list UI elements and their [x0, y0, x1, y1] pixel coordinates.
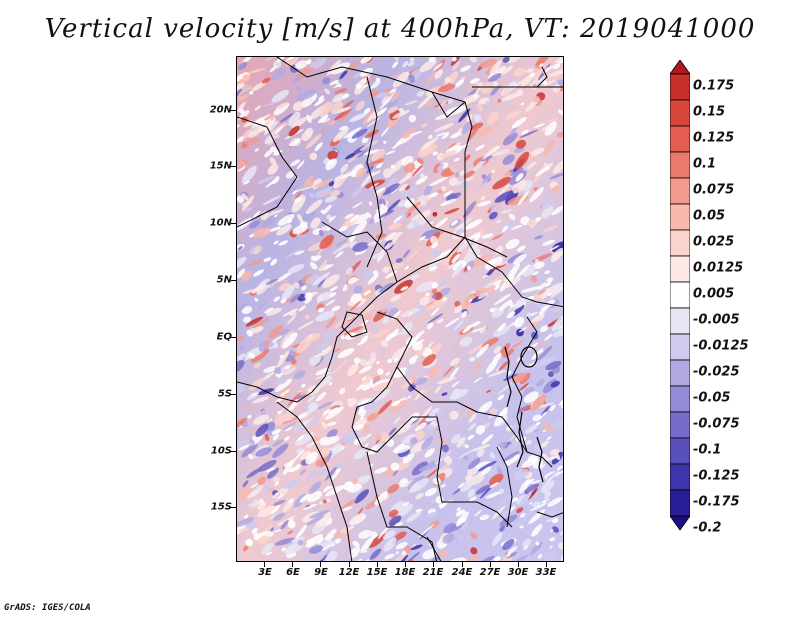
- lat-label-eq: EQ: [216, 331, 232, 343]
- lon-label-6e: 6E: [286, 567, 300, 578]
- colorbar-box: [670, 73, 690, 101]
- lat-tick: [231, 280, 236, 281]
- lon-label-21e: 21E: [422, 567, 444, 578]
- lat-tick: [231, 337, 236, 338]
- lon-tick: [518, 562, 519, 567]
- colorbar-box: [670, 203, 690, 231]
- map-title: Vertical velocity [m/s] at 400hPa, VT: 2…: [44, 14, 756, 44]
- lat-tick: [231, 394, 236, 395]
- colorbar-label: -0.175: [693, 494, 740, 510]
- lon-tick: [462, 562, 463, 567]
- colorbar-box: [670, 489, 690, 517]
- lat-tick: [231, 507, 236, 508]
- colorbar-label: -0.1: [693, 442, 722, 458]
- lat-tick: [231, 451, 236, 452]
- colorbar-box: [670, 307, 690, 335]
- lat-tick: [231, 166, 236, 167]
- colorbar-box: [670, 99, 690, 127]
- colorbar-box: [670, 281, 690, 309]
- colorbar-box: [670, 463, 690, 491]
- lat-label-10n: 10N: [209, 217, 232, 229]
- lon-label-9e: 9E: [314, 567, 328, 578]
- colorbar-box: [670, 125, 690, 153]
- lat-label-15n: 15N: [209, 160, 232, 172]
- colorbar-box: [670, 385, 690, 413]
- colorbar-label: 0.1: [693, 156, 717, 172]
- lat-label-15s: 15S: [210, 501, 232, 513]
- lon-label-12e: 12E: [338, 567, 360, 578]
- lon-tick: [320, 562, 321, 567]
- colorbar-box: [670, 437, 690, 465]
- lat-label-20n: 20N: [209, 104, 232, 116]
- colorbar-box: [670, 333, 690, 361]
- lon-label-30e: 30E: [507, 567, 529, 578]
- colorbar-upper-arrow: [670, 60, 690, 75]
- colorbar-label: -0.075: [693, 416, 740, 432]
- lon-tick: [546, 562, 547, 567]
- colorbar-label: 0.005: [693, 286, 735, 302]
- colorbar-label: 0.025: [693, 234, 735, 250]
- colorbar-box: [670, 359, 690, 387]
- colorbar-box: [670, 255, 690, 283]
- colorbar-label: 0.075: [693, 182, 735, 198]
- colorbar: [670, 60, 690, 531]
- lake-outlines: [504, 346, 544, 483]
- lon-label-24e: 24E: [451, 567, 473, 578]
- colorbar-label: 0.175: [693, 78, 735, 94]
- colorbar-label: -0.125: [693, 468, 740, 484]
- lon-tick: [433, 562, 434, 567]
- country-borders: [237, 57, 563, 561]
- lat-tick: [231, 110, 236, 111]
- colorbar-label: -0.025: [693, 364, 740, 380]
- colorbar-label: 0.125: [693, 130, 735, 146]
- colorbar-lower-arrow: [670, 515, 690, 531]
- lon-tick: [490, 562, 491, 567]
- map-panel: [236, 56, 564, 562]
- lat-tick: [231, 223, 236, 224]
- lat-label-10s: 10S: [210, 445, 232, 457]
- lat-label-5n: 5N: [216, 274, 232, 286]
- colorbar-label: 0.15: [693, 104, 726, 120]
- colorbar-box: [670, 177, 690, 205]
- vertical-velocity-field: [237, 57, 563, 561]
- colorbar-label: -0.0125: [693, 338, 749, 354]
- lon-label-27e: 27E: [479, 567, 501, 578]
- colorbar-label: -0.005: [693, 312, 740, 328]
- colorbar-box: [670, 229, 690, 257]
- grads-credit: GrADS: IGES/COLA: [4, 603, 91, 613]
- lon-label-15e: 15E: [366, 567, 388, 578]
- colorbar-label: -0.05: [693, 390, 731, 406]
- lat-label-5s: 5S: [217, 388, 232, 400]
- lon-tick: [377, 562, 378, 567]
- colorbar-label: -0.2: [693, 520, 722, 536]
- colorbar-label: 0.05: [693, 208, 726, 224]
- lon-label-33e: 33E: [535, 567, 557, 578]
- lon-label-18e: 18E: [394, 567, 416, 578]
- lon-tick: [349, 562, 350, 567]
- lon-tick: [405, 562, 406, 567]
- colorbar-box: [670, 151, 690, 179]
- lon-tick: [292, 562, 293, 567]
- lon-tick: [264, 562, 265, 567]
- velocity-patches: [237, 57, 563, 561]
- colorbar-box: [670, 411, 690, 439]
- colorbar-label: 0.0125: [693, 260, 744, 276]
- lon-label-3e: 3E: [258, 567, 272, 578]
